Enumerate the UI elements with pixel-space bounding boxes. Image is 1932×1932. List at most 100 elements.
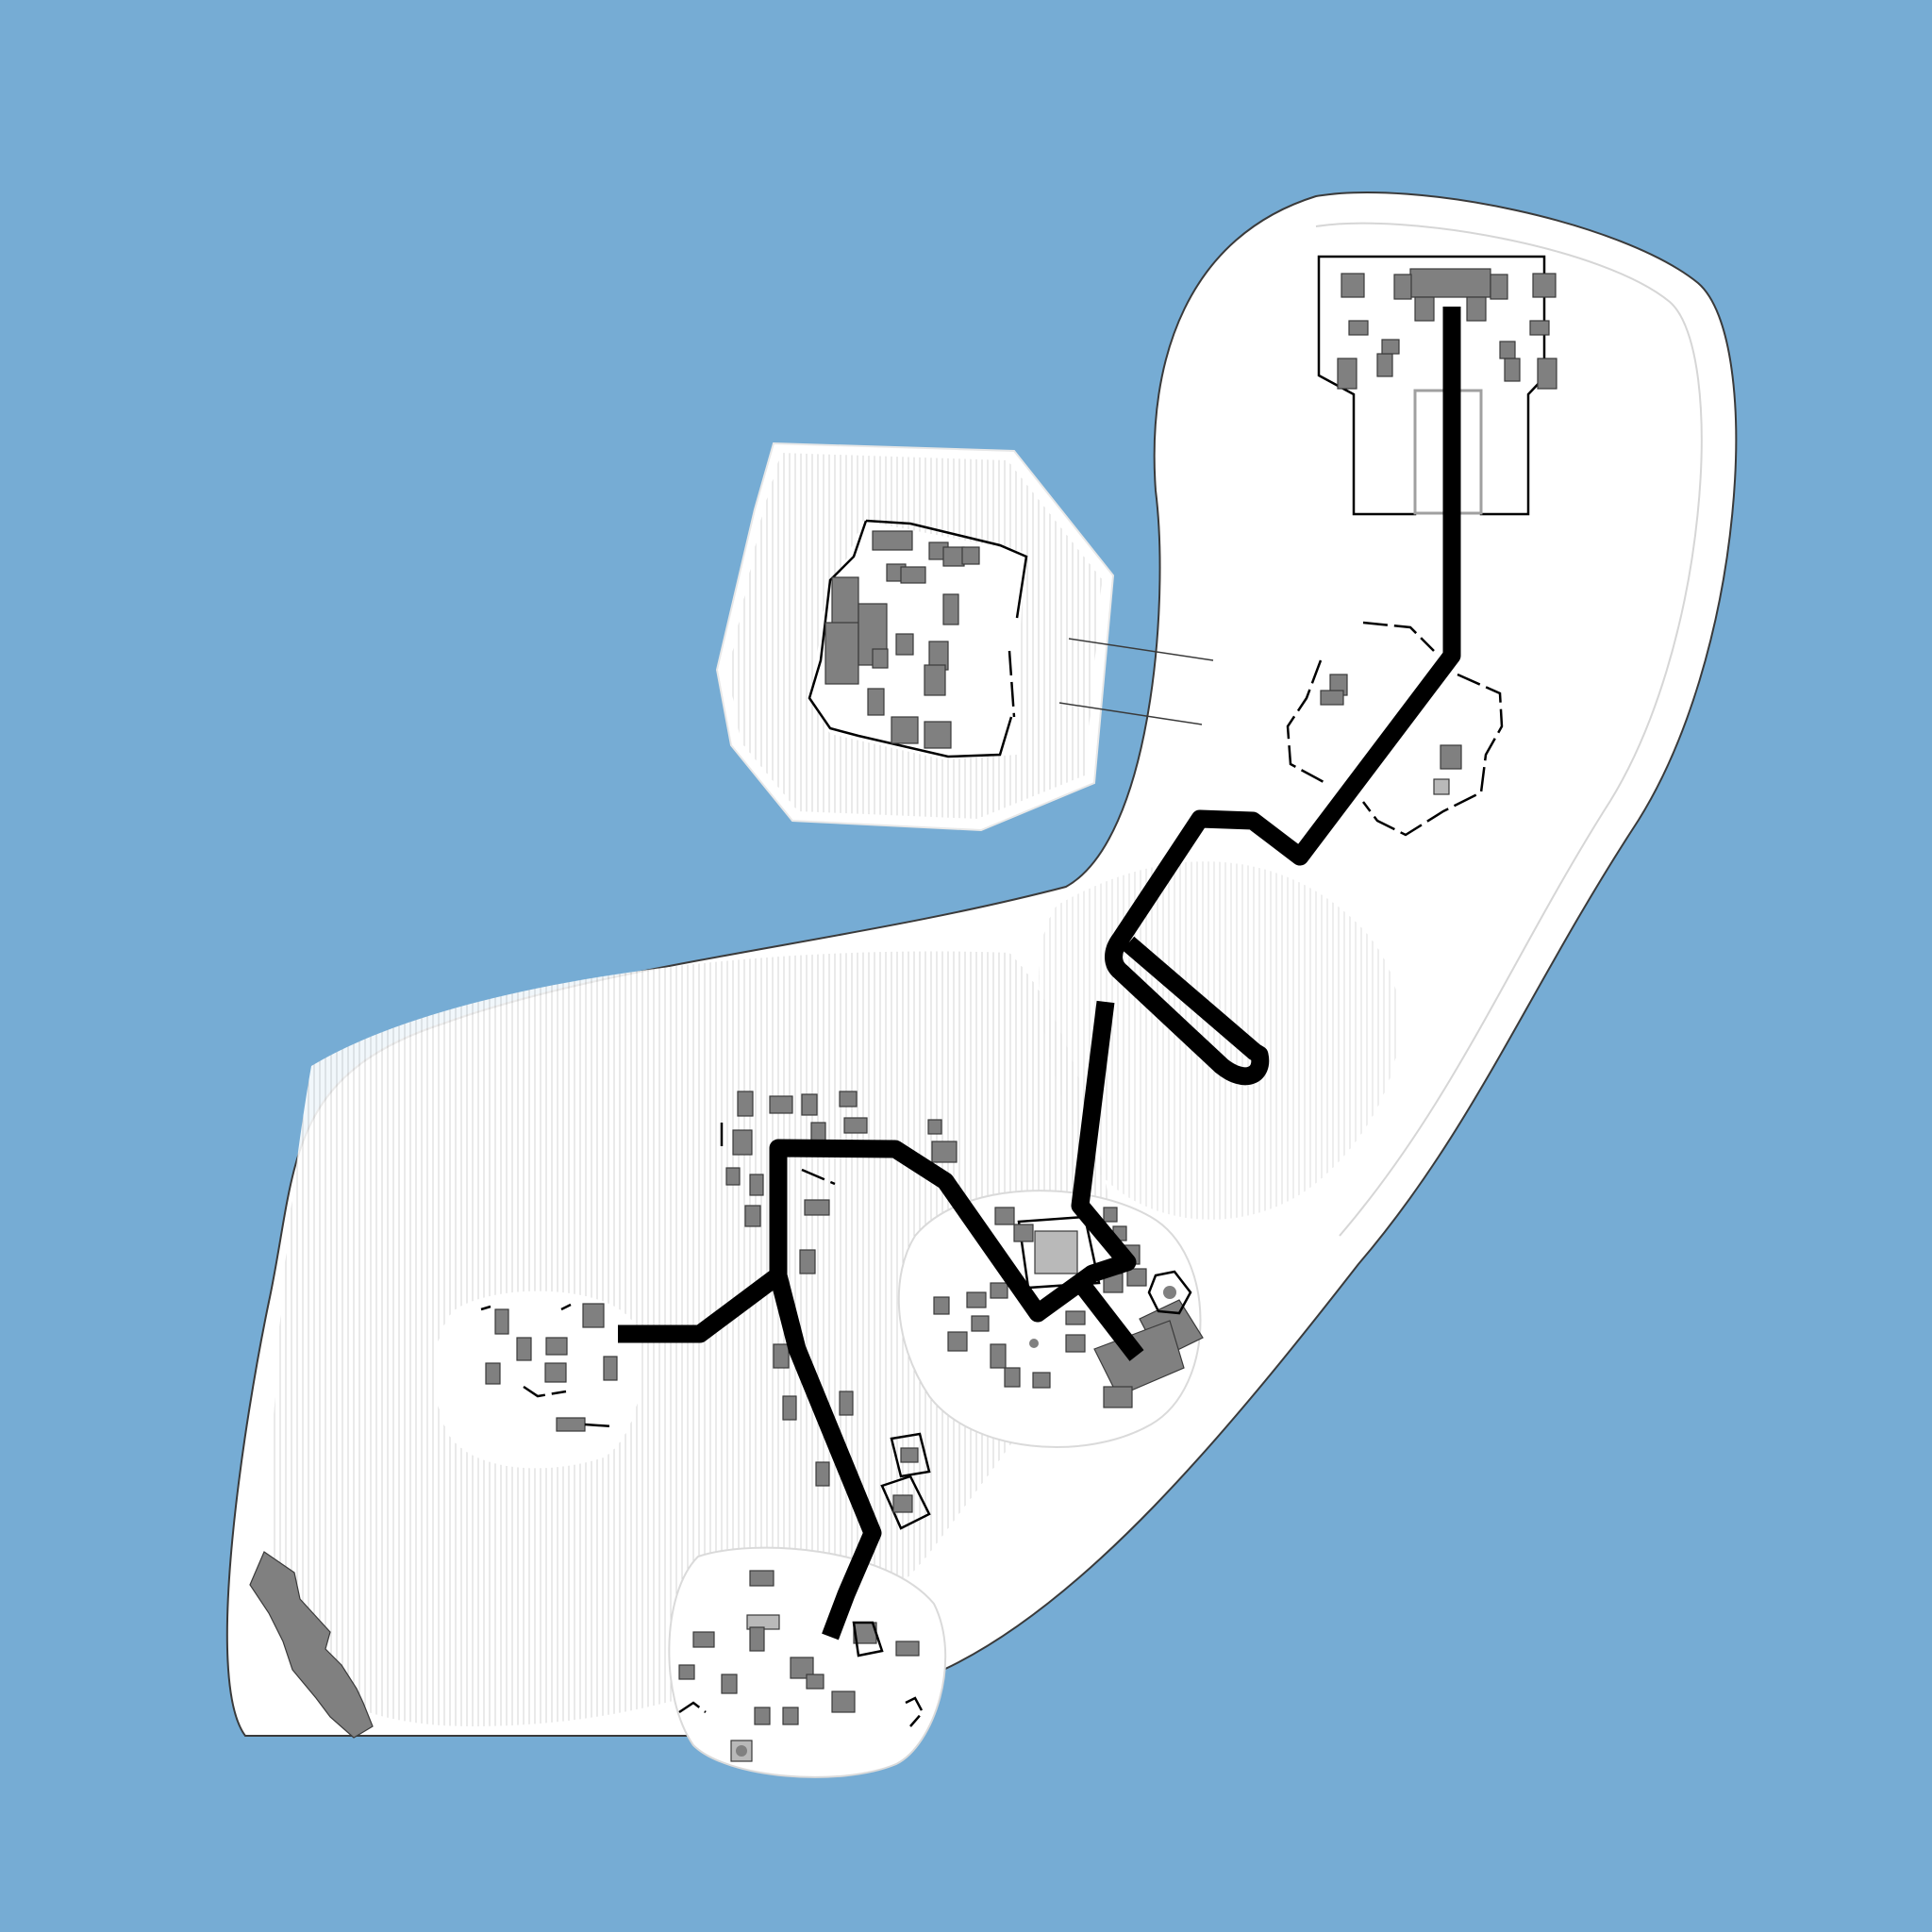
water-tower-dot xyxy=(1163,1286,1176,1299)
north-central-village xyxy=(720,1091,958,1274)
northwest-island xyxy=(715,441,1214,832)
building xyxy=(1126,1268,1147,1287)
building xyxy=(815,1461,830,1487)
road-path xyxy=(769,1000,1137,1641)
building xyxy=(485,1362,501,1385)
northwest-compound-wall-2 xyxy=(808,520,1013,758)
building xyxy=(749,1626,765,1652)
compound xyxy=(880,1474,931,1530)
building xyxy=(867,688,885,716)
building xyxy=(749,1174,764,1196)
building xyxy=(692,1631,715,1648)
east-compound-wall xyxy=(1286,621,1435,785)
building xyxy=(924,721,952,749)
building xyxy=(1393,274,1412,300)
tree-dot-icon xyxy=(1029,1339,1039,1348)
building xyxy=(801,1093,818,1116)
north-base-hq xyxy=(1409,268,1491,298)
building xyxy=(895,633,914,656)
central-plaza-building xyxy=(1034,1230,1078,1274)
building xyxy=(516,1337,532,1361)
building xyxy=(1103,1207,1118,1223)
building xyxy=(824,622,859,685)
tree-dot-icon xyxy=(736,1745,747,1757)
building xyxy=(900,566,926,584)
ship-icon xyxy=(249,1551,374,1739)
building xyxy=(942,546,965,567)
building xyxy=(1537,358,1557,390)
east-compound xyxy=(1286,621,1504,837)
building xyxy=(773,1343,790,1369)
plaza-wall xyxy=(1017,1215,1101,1290)
building xyxy=(769,1095,793,1114)
building xyxy=(895,1641,920,1657)
building xyxy=(933,1296,950,1315)
northwest-compound-inner-wall xyxy=(1008,650,1016,718)
building xyxy=(931,1141,958,1163)
west-village xyxy=(480,1303,618,1432)
compound xyxy=(890,1432,931,1478)
building xyxy=(754,1707,771,1725)
wall-fence xyxy=(678,1696,924,1727)
road-path xyxy=(618,1268,784,1343)
building xyxy=(799,1249,816,1274)
building xyxy=(947,1331,968,1352)
building xyxy=(1103,1386,1133,1408)
building xyxy=(804,1199,830,1216)
main-island-inner-contour xyxy=(1315,222,1703,1237)
water-tower xyxy=(1147,1270,1192,1315)
wall-fence xyxy=(480,1303,614,1428)
building xyxy=(1433,778,1450,795)
compound xyxy=(852,1621,884,1657)
building xyxy=(1499,341,1516,359)
building xyxy=(582,1303,605,1328)
building xyxy=(782,1707,799,1725)
building xyxy=(971,1315,990,1332)
building xyxy=(806,1674,824,1690)
road-network xyxy=(618,307,1461,1641)
south-strip xyxy=(773,1343,931,1530)
east-compound-wall-2 xyxy=(1362,673,1504,837)
building xyxy=(872,530,913,551)
building xyxy=(1065,1310,1086,1325)
building xyxy=(1504,358,1521,382)
building xyxy=(1348,320,1369,336)
building xyxy=(1440,744,1462,770)
building xyxy=(839,1391,854,1416)
building xyxy=(1320,690,1344,706)
building xyxy=(737,1091,754,1117)
building xyxy=(942,593,959,625)
northwest-compound-ground xyxy=(811,521,1024,759)
building xyxy=(990,1343,1007,1369)
ship-hull xyxy=(249,1551,374,1739)
building xyxy=(678,1664,695,1680)
building xyxy=(1004,1367,1021,1388)
building xyxy=(732,1129,753,1156)
building xyxy=(872,648,889,669)
building xyxy=(494,1308,509,1335)
building xyxy=(990,1282,1008,1299)
building xyxy=(1490,274,1508,300)
building xyxy=(966,1291,987,1308)
building xyxy=(1013,1224,1034,1242)
cable-line xyxy=(1068,638,1214,661)
road-path xyxy=(1068,1271,1144,1361)
building xyxy=(744,1205,761,1227)
building xyxy=(1341,273,1365,298)
south-village xyxy=(678,1570,924,1762)
building xyxy=(725,1167,741,1186)
building xyxy=(749,1570,774,1587)
wall-fence xyxy=(720,1123,836,1186)
building xyxy=(994,1207,1015,1225)
building xyxy=(831,1690,856,1713)
building xyxy=(1065,1334,1086,1353)
building xyxy=(721,1674,738,1694)
cable-line xyxy=(1058,702,1203,725)
building xyxy=(545,1337,568,1356)
building xyxy=(782,1395,797,1421)
building xyxy=(556,1417,586,1432)
building xyxy=(603,1356,618,1381)
building xyxy=(843,1117,868,1134)
building xyxy=(1414,296,1435,322)
